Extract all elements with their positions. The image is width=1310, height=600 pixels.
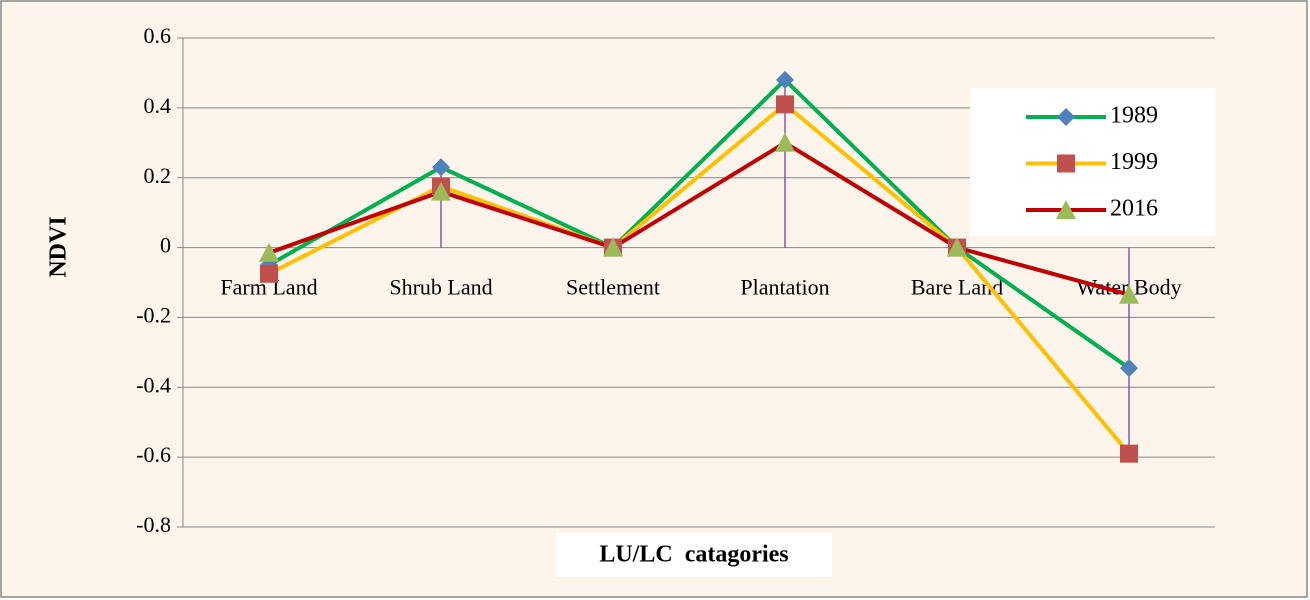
y-tick-label: -0.4 [136,372,171,397]
y-tick-label: -0.6 [136,442,171,467]
data-point [260,264,278,283]
data-point [603,237,623,257]
x-tick-label: Settlement [566,275,660,300]
y-tick-label: 0.6 [144,23,172,48]
y-tick-label: 0.2 [144,163,172,188]
legend-marker [1056,200,1076,219]
legend-marker [1057,108,1075,126]
data-point [776,95,794,114]
legend-label: 1999 [1110,149,1158,175]
data-point [1119,284,1139,304]
legend-label: 1989 [1110,103,1158,129]
x-axis-title-box [556,533,832,577]
data-point [431,181,451,201]
x-tick-label: Shrub Land [389,275,492,300]
data-point [432,158,450,177]
y-axis-title: NDVI [46,216,72,277]
series-line [268,77,1131,370]
data-point [1120,359,1138,378]
data-point [775,132,795,152]
data-point [259,242,279,262]
data-point [947,237,967,257]
y-tick-label: -0.2 [136,302,171,327]
legend-label: 2016 [1110,196,1158,222]
data-point [776,70,794,89]
y-tick-label: 0 [160,233,171,258]
y-tick-label: -0.8 [136,512,171,537]
y-tick-label: 0.4 [144,93,172,118]
legend-marker [1057,154,1075,173]
series-line [268,140,1130,297]
data-point [1120,444,1138,463]
x-tick-label: Plantation [740,275,829,300]
x-axis-title: LU/LC catagories [599,542,788,568]
